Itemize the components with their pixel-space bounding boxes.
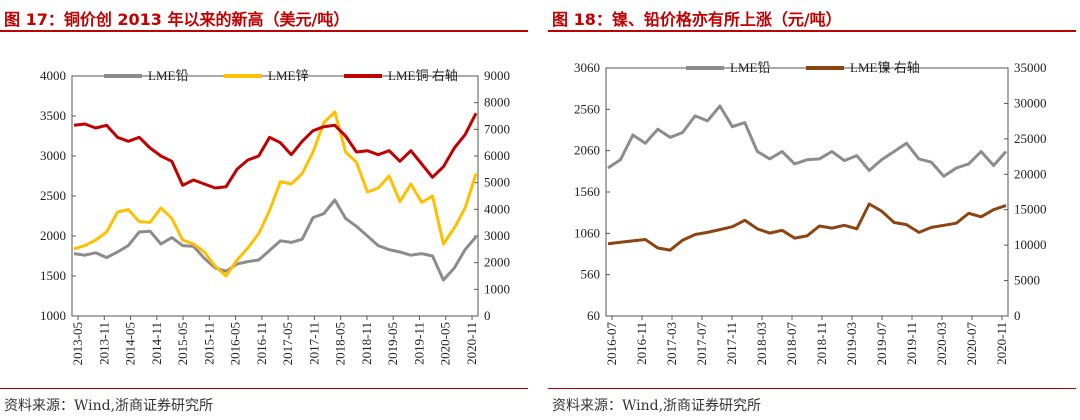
right-title-rule (548, 30, 1076, 32)
left-right-tick-label: 8000 (484, 95, 510, 110)
right-left-tick-label: 3060 (574, 60, 600, 75)
left-x-tick-label: 2017-05 (280, 322, 295, 365)
left-chart-title: 图 17：铜价创 2013 年以来的新高（美元/吨） (4, 10, 350, 29)
left-x-tick-label: 2013-11 (96, 322, 111, 365)
left-right-tick-label: 2000 (484, 255, 510, 270)
right-source-rule (548, 388, 1076, 389)
right-right-tick-label: 5000 (1014, 273, 1040, 288)
right-x-tick-label: 2016-11 (634, 322, 649, 365)
left-x-tick-label: 2019-11 (411, 322, 426, 365)
left-left-tick-label: 4000 (40, 68, 66, 83)
right-plot-frame (605, 67, 1009, 317)
right-x-tick-label: 2019-11 (904, 322, 919, 365)
left-x-tick-label: 2013-05 (70, 322, 85, 365)
right-x-tick-label: 2019-07 (874, 322, 889, 366)
left-x-tick-label: 2015-11 (201, 322, 216, 365)
left-x-tick-label: 2020-11 (464, 322, 479, 365)
left-right-tick-label: 4000 (484, 201, 510, 216)
left-x-tick-label: 2020-05 (438, 322, 453, 365)
left-x-tick-label: 2016-11 (254, 322, 269, 365)
right-left-tick-label: 1060 (574, 225, 600, 240)
right-right-tick-label: 20000 (1014, 166, 1047, 181)
right-right-tick-label: 30000 (1014, 95, 1047, 110)
right-left-tick-label: 1560 (574, 184, 600, 199)
right-right-tick-label: 35000 (1014, 60, 1047, 75)
right-source: 资料来源：Wind,浙商证券研究所 (552, 398, 762, 414)
left-right-tick-label: 7000 (484, 121, 510, 136)
right-x-tick-label: 2020-07 (964, 322, 979, 366)
left-x-tick-label: 2018-11 (359, 322, 374, 365)
left-source-rule (0, 388, 528, 389)
right-left-tick-label: 60 (587, 308, 600, 323)
left-x-tick-label: 2017-11 (306, 322, 321, 365)
left-right-tick-label: 1000 (484, 281, 510, 296)
left-right-tick-label: 0 (484, 308, 491, 323)
right-series-line-1 (607, 202, 1007, 252)
right-x-tick-label: 2018-07 (784, 322, 799, 366)
left-right-tick-label: 3000 (484, 228, 510, 243)
right-x-tick-label: 2018-11 (814, 322, 829, 365)
left-right-tick-label: 9000 (484, 68, 510, 83)
left-right-tick-label: 6000 (484, 148, 510, 163)
left-x-tick-label: 2018-05 (333, 322, 348, 365)
right-right-tick-label: 15000 (1014, 202, 1047, 217)
left-left-tick-label: 1500 (40, 268, 66, 283)
left-left-tick-label: 1000 (40, 308, 66, 323)
left-title-rule (0, 30, 528, 32)
right-x-tick-label: 2017-07 (694, 322, 709, 366)
right-right-tick-label: 10000 (1014, 237, 1047, 252)
left-left-tick-label: 3000 (40, 148, 66, 163)
right-legend-label-1: LME镍 右轴 (850, 60, 920, 75)
left-chart: 4000 3500 3000 2500 2000 1500 1000 9000 8000 7000… (40, 68, 510, 365)
left-series-line-2 (73, 112, 478, 190)
right-chart-title: 图 18：镍、铅价格亦有所上涨（元/吨） (552, 10, 842, 29)
left-x-tick-label: 2015-05 (175, 322, 190, 365)
right-chart: 3060 2560 2060 1560 1060 560 60 35000 30000 25000… (574, 60, 1047, 366)
left-legend-label-0: LME铅 (148, 68, 188, 83)
right-x-tick-label: 2020-11 (994, 322, 1009, 365)
left-source: 资料来源：Wind,浙商证券研究所 (4, 398, 214, 414)
left-left-tick-label: 3500 (40, 108, 66, 123)
left-legend-label-2: LME铜 右轴 (388, 68, 458, 83)
right-left-tick-label: 560 (581, 267, 601, 282)
right-x-tick-label: 2016-07 (604, 322, 619, 366)
left-left-tick-label: 2500 (40, 188, 66, 203)
left-x-tick-label: 2016-05 (228, 322, 243, 365)
right-x-tick-label: 2019-03 (844, 322, 859, 365)
right-x-tick-label: 2017-03 (664, 322, 679, 365)
left-legend-label-1: LME锌 (268, 68, 308, 83)
left-series-line-1 (73, 110, 478, 278)
right-right-tick-label: 25000 (1014, 131, 1047, 146)
right-left-tick-label: 2560 (574, 101, 600, 116)
right-left-tick-label: 2060 (574, 143, 600, 158)
left-left-tick-label: 2000 (40, 228, 66, 243)
right-x-tick-label: 2018-03 (754, 322, 769, 365)
right-x-tick-label: 2020-03 (934, 322, 949, 365)
left-right-tick-label: 5000 (484, 175, 510, 190)
right-series-line-0 (607, 104, 1008, 178)
right-x-tick-label: 2017-11 (724, 322, 739, 365)
right-right-tick-label: 0 (1014, 308, 1021, 323)
left-x-tick-label: 2019-05 (385, 322, 400, 365)
right-legend-label-0: LME铅 (730, 60, 770, 75)
left-x-tick-label: 2014-05 (123, 322, 138, 365)
left-x-tick-label: 2014-11 (149, 322, 164, 365)
left-series-line-0 (73, 198, 478, 282)
